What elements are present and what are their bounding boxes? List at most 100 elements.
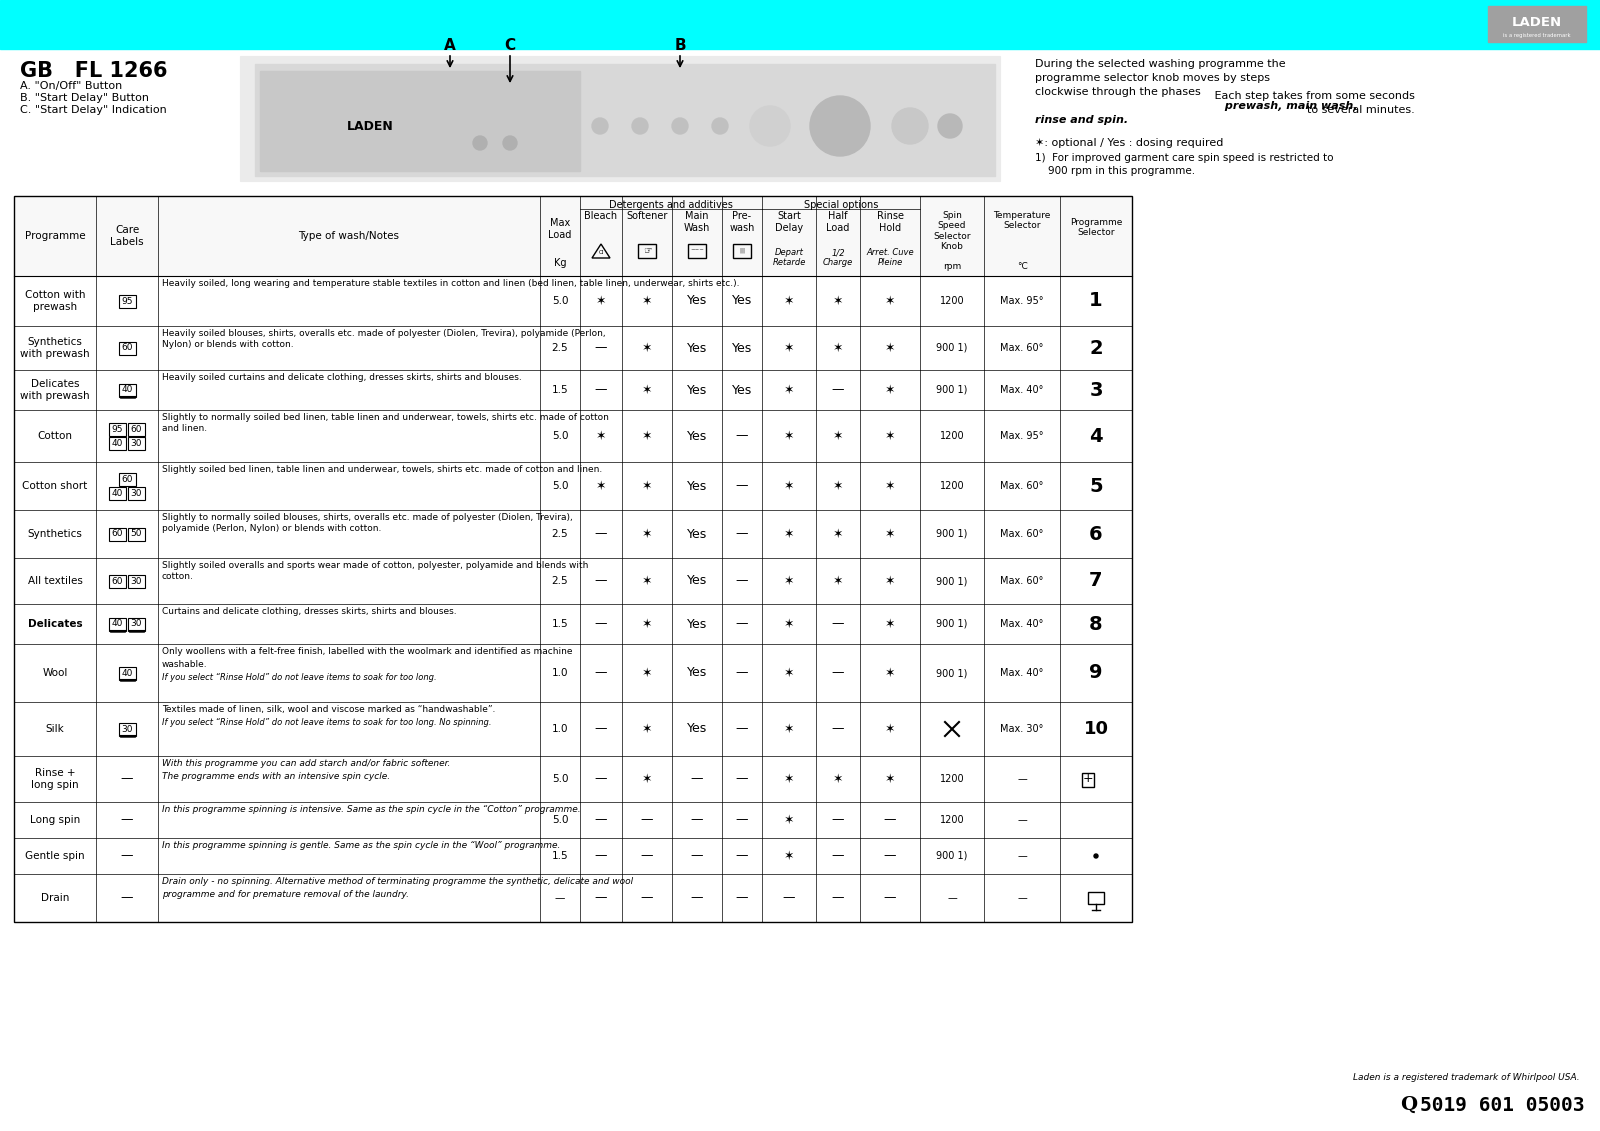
Text: 5.0: 5.0 [552,431,568,441]
Bar [254,64,995,176]
Text: Max. 60°: Max. 60° [1000,343,1043,353]
Bar [14,196,1133,276]
Text: ✶: ✶ [595,480,606,492]
Text: ✶: ✶ [885,772,896,786]
Text: Max. 60°: Max. 60° [1000,481,1043,491]
Text: Cotton: Cotton [37,431,72,441]
Text: 5019 601 05003: 5019 601 05003 [1421,1096,1584,1115]
Text: —: — [640,813,653,827]
Bar [128,437,146,449]
Text: Detergents and additives: Detergents and additives [610,200,733,210]
Text: —: — [832,666,845,680]
Text: —: — [782,891,795,905]
Text: ✶: ✶ [885,480,896,492]
Bar [128,575,146,587]
Text: —: — [595,891,608,905]
Text: 4: 4 [1090,426,1102,446]
Text: 3: 3 [1090,380,1102,399]
Text: ✶: ✶ [784,383,794,397]
Bar [14,196,1133,922]
Text: Depart
Retarde: Depart Retarde [773,248,806,267]
Text: With this programme you can add starch and/or fabric softener.: With this programme you can add starch a… [162,759,450,768]
Circle shape [893,107,928,144]
Text: Yes: Yes [686,480,707,492]
Text: —: — [691,849,704,863]
Text: 40: 40 [112,489,123,498]
Text: ✶: ✶ [595,294,606,308]
Text: ✶: ✶ [784,342,794,354]
Text: ✶: ✶ [832,342,843,354]
Text: is a registered trademark: is a registered trademark [1502,34,1571,38]
Text: 900 1): 900 1) [936,619,968,629]
Text: Max. 60°: Max. 60° [1000,576,1043,586]
Text: Yes: Yes [686,527,707,541]
Text: Temperature
Selector: Temperature Selector [994,211,1051,231]
Text: ✶: ✶ [832,575,843,587]
Text: 2.5: 2.5 [552,529,568,539]
Text: Gentle spin: Gentle spin [26,851,85,861]
Text: washable.: washable. [162,661,208,670]
Text: —: — [691,891,704,905]
Text: —: — [832,618,845,630]
Text: 30: 30 [131,439,142,448]
Text: 1.5: 1.5 [552,851,568,861]
Text: B. "Start Delay" Button: B. "Start Delay" Button [19,93,149,103]
Text: 2: 2 [1090,338,1102,357]
Text: 1.0: 1.0 [552,724,568,734]
Text: 95: 95 [122,296,133,305]
Text: —: — [1018,774,1027,784]
Text: —: — [595,849,608,863]
Text: ☞: ☞ [643,247,651,256]
Text: B: B [674,38,686,53]
Bar [118,723,136,735]
Text: 60: 60 [131,424,142,433]
Circle shape [502,136,517,150]
Circle shape [632,118,648,133]
Text: Softener: Softener [626,211,667,221]
Text: Yes: Yes [731,342,752,354]
Text: ✶: ✶ [832,430,843,442]
Text: prewash, main wash,
rinse and spin.: prewash, main wash, rinse and spin. [1035,59,1357,126]
Text: Slightly soiled bed linen, table linen and underwear, towels, shirts etc. made o: Slightly soiled bed linen, table linen a… [162,465,602,474]
Text: 8: 8 [1090,614,1102,633]
Bar [109,423,126,435]
Bar [109,486,126,500]
Text: Delicates
with prewash: Delicates with prewash [21,379,90,400]
Text: 30: 30 [131,620,142,629]
Text: ✶: ✶ [885,723,896,735]
Text: Max. 40°: Max. 40° [1000,385,1043,395]
Bar [128,618,146,630]
Text: Laden is a registered trademark of Whirlpool USA.: Laden is a registered trademark of Whirl… [1354,1073,1581,1082]
Text: Programme
Selector: Programme Selector [1070,218,1122,238]
Circle shape [592,118,608,133]
Text: rpm: rpm [942,262,962,271]
Text: Drain: Drain [42,893,69,903]
Text: Synthetics: Synthetics [27,529,83,539]
Text: ✶: ✶ [784,480,794,492]
Text: C: C [504,38,515,53]
Bar [1088,892,1104,904]
Text: 1.0: 1.0 [552,668,568,677]
Text: Bleach: Bleach [584,211,618,221]
Text: A. "On/Off" Button: A. "On/Off" Button [19,81,122,90]
Text: ✶: ✶ [885,618,896,630]
Text: —: — [595,575,608,587]
Text: programme and for premature removal of the laundry.: programme and for premature removal of t… [162,890,410,899]
Text: Rinse +
long spin: Rinse + long spin [30,768,78,789]
Text: A: A [445,38,456,53]
Text: —: — [595,527,608,541]
Text: 6: 6 [1090,525,1102,544]
Bar [118,294,136,308]
Text: 900 1): 900 1) [936,668,968,677]
Text: —: — [595,618,608,630]
Text: 30: 30 [122,725,133,734]
Text: —: — [595,813,608,827]
Text: 5.0: 5.0 [552,774,568,784]
Text: ✶: ✶ [885,342,896,354]
Text: —: — [832,891,845,905]
Text: ✶: ✶ [784,813,794,827]
Text: Yes: Yes [686,723,707,735]
Text: ✶: ✶ [784,618,794,630]
Text: Curtains and delicate clothing, dresses skirts, shirts and blouses.: Curtains and delicate clothing, dresses … [162,607,456,616]
Text: Max. 95°: Max. 95° [1000,296,1043,307]
